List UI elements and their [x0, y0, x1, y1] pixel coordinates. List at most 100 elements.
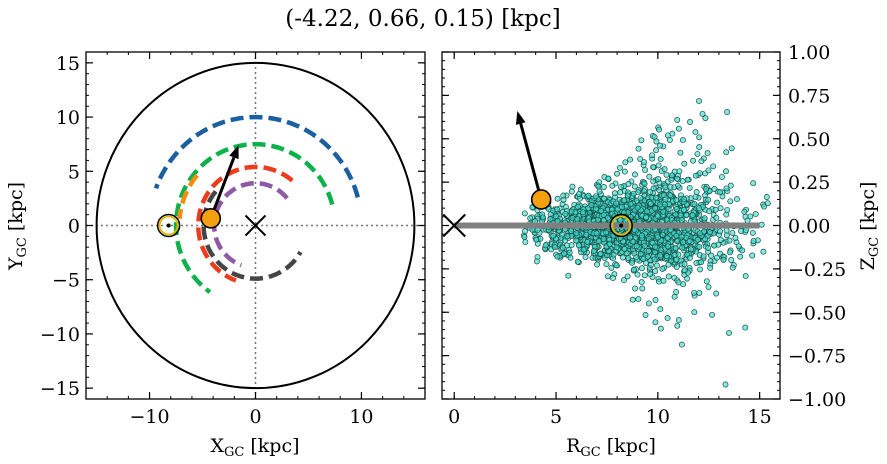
- star-point: [573, 237, 579, 244]
- star-point: [706, 208, 713, 215]
- star-point: [674, 322, 681, 329]
- star-point: [559, 244, 566, 251]
- star-point: [696, 289, 703, 296]
- star-point: [655, 162, 662, 169]
- star-point: [647, 271, 654, 278]
- star-point: [566, 249, 573, 256]
- right-panel: 0 5 10 15 1.00 0.75 0.50 0.25 0.00 −0.25 −0.50 −0.7…: [441, 42, 882, 460]
- star-point: [665, 206, 672, 213]
- star-point: [717, 236, 724, 243]
- star-point: [661, 201, 668, 208]
- star-point: [554, 206, 560, 213]
- star-point: [550, 232, 557, 239]
- star-point: [673, 197, 680, 204]
- star-point: [681, 261, 688, 268]
- star-point: [664, 315, 671, 322]
- star-point: [619, 254, 626, 261]
- star-point: [648, 261, 654, 268]
- right-x-tick-label: 0: [448, 406, 460, 428]
- star-point: [742, 273, 749, 280]
- star-point: [734, 196, 740, 203]
- star-point: [674, 117, 681, 123]
- star-point: [723, 168, 729, 175]
- star-point: [577, 186, 584, 193]
- star-point: [686, 238, 693, 244]
- star-point: [742, 324, 749, 331]
- star-point: [703, 186, 709, 193]
- star-point: [761, 203, 768, 210]
- star-point: [643, 214, 650, 221]
- star-point: [644, 208, 650, 215]
- spiral-arm-3: [177, 173, 199, 220]
- star-point: [727, 182, 734, 189]
- star-point: [677, 149, 684, 156]
- star-point: [678, 217, 685, 224]
- star-point: [729, 229, 736, 236]
- star-point: [622, 159, 629, 166]
- star-point: [596, 188, 603, 195]
- star-point: [630, 238, 637, 245]
- star-point: [681, 160, 688, 167]
- star-point: [709, 311, 716, 318]
- star-point: [692, 129, 699, 136]
- star-point: [554, 195, 561, 202]
- star-point: [702, 115, 709, 122]
- star-point: [705, 196, 712, 203]
- star-point: [660, 208, 667, 215]
- star-point: [696, 134, 703, 141]
- right-y-tick-label: 0.50: [788, 129, 830, 151]
- star-point: [672, 244, 679, 251]
- star-point: [647, 200, 654, 207]
- star-point: [686, 184, 693, 191]
- star-point: [679, 137, 686, 144]
- star-point: [758, 221, 765, 228]
- star-point: [573, 230, 580, 237]
- star-point: [592, 205, 599, 212]
- star-point: [637, 195, 644, 202]
- star-point: [669, 130, 676, 137]
- star-point: [726, 237, 733, 244]
- star-point: [714, 199, 720, 206]
- left-y-tick-label: 5: [68, 161, 80, 183]
- star-point: [533, 258, 540, 265]
- spiral-arm-2: [173, 141, 335, 294]
- star-point: [635, 189, 642, 196]
- star-point: [676, 168, 683, 175]
- object-marker-right: [530, 189, 552, 210]
- sun-marker-ring: [158, 215, 179, 236]
- star-point: [732, 235, 739, 241]
- star-point: [635, 296, 642, 303]
- star-point: [637, 251, 644, 257]
- star-point: [696, 98, 702, 105]
- star-point: [569, 183, 576, 190]
- figure-title: (-4.22, 0.66, 0.15) [kpc]: [285, 6, 560, 32]
- left-y-tick-label: −10: [40, 324, 80, 346]
- star-point: [657, 252, 664, 259]
- star-point: [681, 267, 688, 274]
- star-point: [704, 150, 711, 157]
- star-point: [604, 214, 611, 221]
- star-point: [533, 236, 540, 243]
- star-point: [665, 261, 672, 268]
- star-point: [681, 196, 688, 203]
- star-point: [633, 243, 640, 250]
- star-point: [584, 239, 591, 245]
- star-point: [631, 183, 638, 190]
- star-point: [657, 156, 664, 163]
- star-point: [763, 194, 770, 200]
- star-point: [638, 279, 645, 286]
- star-point: [723, 149, 730, 156]
- object-marker: [200, 208, 222, 229]
- star-point: [697, 266, 704, 273]
- star-point: [642, 312, 649, 318]
- star-point: [631, 250, 638, 257]
- star-point: [660, 277, 667, 284]
- star-point: [693, 189, 700, 195]
- star-point: [585, 192, 592, 199]
- star-point: [657, 325, 664, 332]
- star-point: [651, 256, 658, 263]
- star-point: [642, 260, 649, 266]
- star-point: [638, 137, 645, 144]
- star-point: [580, 246, 587, 253]
- star-point: [705, 283, 712, 290]
